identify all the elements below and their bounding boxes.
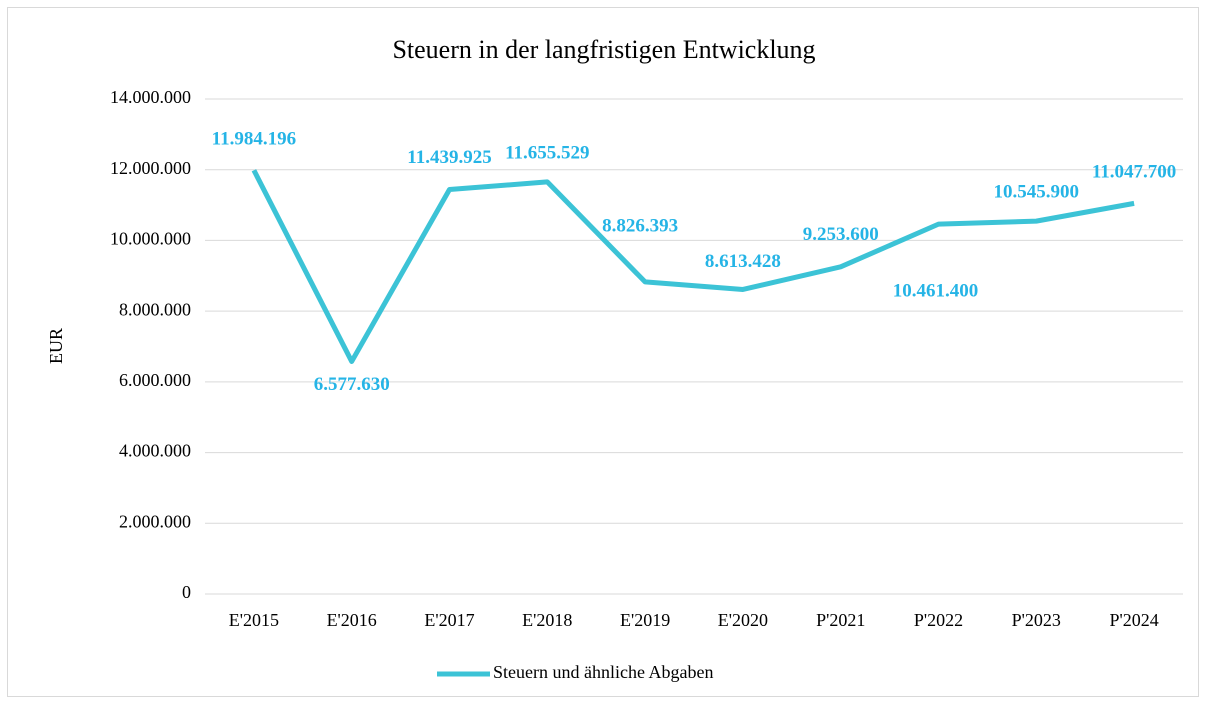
y-tick-label: 0	[182, 582, 191, 602]
x-tick-label: P'2023	[1012, 610, 1061, 630]
chart-title: Steuern in der langfristigen Entwicklung	[392, 35, 815, 64]
y-tick-label: 12.000.000	[110, 158, 191, 178]
chart-border	[7, 7, 1199, 697]
data-label: 8.613.428	[705, 251, 781, 272]
data-label: 11.439.925	[407, 147, 491, 168]
data-line	[251, 169, 1135, 364]
data-label: 11.047.700	[1092, 162, 1176, 183]
x-tick-label: E'2015	[229, 610, 279, 630]
y-tick-label: 2.000.000	[119, 511, 191, 531]
x-tick-label: P'2021	[816, 610, 865, 630]
y-tick-label: 8.000.000	[119, 299, 191, 319]
x-tick-label: E'2016	[327, 610, 377, 630]
legend-label: Steuern und ähnliche Abgaben	[493, 662, 713, 682]
data-label: 11.655.529	[505, 142, 589, 163]
x-tick-label: P'2024	[1109, 610, 1158, 630]
x-tick-label: E'2019	[620, 610, 670, 630]
x-tick-label: E'2020	[718, 610, 768, 630]
y-tick-label: 10.000.000	[110, 229, 191, 249]
y-axis-label: EUR	[46, 328, 66, 364]
y-tick-label: 4.000.000	[119, 441, 191, 461]
y-tick-label: 6.000.000	[119, 370, 191, 390]
data-label: 10.545.900	[994, 181, 1080, 202]
y-tick-label: 14.000.000	[110, 87, 191, 107]
data-label: 6.577.630	[314, 374, 390, 395]
x-tick-label: P'2022	[914, 610, 963, 630]
x-tick-label: E'2017	[424, 610, 474, 630]
data-label: 9.253.600	[803, 224, 879, 245]
data-label: 10.461.400	[893, 280, 979, 301]
data-label: 11.984.196	[212, 129, 296, 150]
data-label: 8.826.393	[602, 215, 678, 236]
x-tick-label: E'2018	[522, 610, 572, 630]
